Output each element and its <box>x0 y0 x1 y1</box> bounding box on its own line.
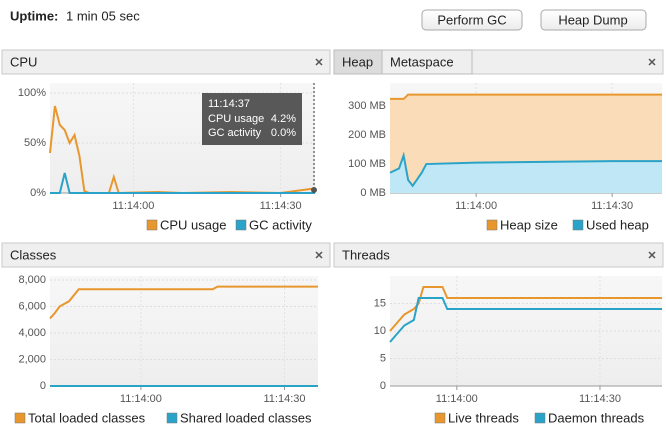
legend-label: GC activity <box>249 217 312 232</box>
legend-swatch <box>146 219 158 231</box>
legend-swatch <box>572 219 584 231</box>
tooltip-value: 4.2% <box>271 113 296 125</box>
legend-label: Daemon threads <box>548 410 645 425</box>
series-line <box>50 172 315 194</box>
y-tick-label: 0 <box>380 380 386 392</box>
y-tick-label: 0 MB <box>360 187 386 199</box>
x-tick-label: 11:14:00 <box>455 200 497 212</box>
tooltip-name: GC activity <box>208 127 262 139</box>
legend-swatch <box>14 412 26 424</box>
y-tick-label: 15 <box>374 297 386 309</box>
series-area <box>390 155 662 193</box>
tab[interactable] <box>381 49 473 75</box>
button-label[interactable]: Perform GC <box>437 12 506 27</box>
panel-header <box>1 49 331 75</box>
legend-swatch <box>486 219 498 231</box>
panel-header <box>333 242 664 268</box>
tab-label[interactable]: Heap <box>342 54 373 69</box>
y-tick-label: 2,000 <box>18 353 46 365</box>
tab[interactable] <box>333 49 383 75</box>
y-tick-label: 50% <box>24 137 46 149</box>
heap-dump-button[interactable]: Heap Dump <box>540 9 647 31</box>
x-tick-label: 11:14:30 <box>579 393 621 405</box>
series-line <box>390 93 662 100</box>
x-tick-label: 11:14:30 <box>591 200 633 212</box>
y-tick-label: 0 <box>40 380 46 392</box>
tab-label[interactable]: Metaspace <box>390 54 454 69</box>
series-line <box>389 151 662 188</box>
legend-swatch <box>166 412 178 424</box>
legend-label: Heap size <box>500 217 558 232</box>
tooltip-time: 11:14:37 <box>208 98 250 110</box>
y-tick-label: 8,000 <box>18 274 46 286</box>
tooltip-name: CPU usage <box>208 113 264 125</box>
legend-swatch <box>534 412 546 424</box>
perform-gc-button[interactable]: Perform GC <box>421 9 523 31</box>
close-icon[interactable] <box>315 251 323 259</box>
plot-area <box>50 276 318 386</box>
close-icon[interactable] <box>315 58 323 66</box>
legend-swatch <box>434 412 446 424</box>
series-line <box>389 297 662 343</box>
x-tick-label: 11:14:00 <box>436 393 478 405</box>
panel-title: Classes <box>10 247 57 262</box>
y-tick-label: 5 <box>380 352 386 364</box>
legend-label: Shared loaded classes <box>180 410 312 425</box>
y-tick-label: 10 <box>374 325 386 337</box>
y-tick-label: 100% <box>18 87 46 99</box>
x-tick-label: 11:14:00 <box>112 200 154 212</box>
tooltip-value: 0.0% <box>271 127 296 139</box>
legend-label: Live threads <box>448 410 519 425</box>
panel-header <box>1 242 331 268</box>
panel-title: CPU <box>10 54 37 69</box>
y-tick-label: 0% <box>30 187 46 199</box>
legend-label: Total loaded classes <box>28 410 146 425</box>
series-line <box>49 285 318 320</box>
y-tick-label: 100 MB <box>348 158 386 170</box>
legend-label: CPU usage <box>160 217 226 232</box>
x-tick-label: 11:14:30 <box>260 200 302 212</box>
close-icon[interactable] <box>648 58 656 66</box>
legend-swatch <box>235 219 247 231</box>
legend-label: Used heap <box>586 217 649 232</box>
y-tick-label: 6,000 <box>18 300 46 312</box>
tooltip-box <box>202 93 302 145</box>
y-tick-label: 300 MB <box>348 100 386 112</box>
close-icon[interactable] <box>648 251 656 259</box>
panel-title: Threads <box>342 247 390 262</box>
x-tick-label: 11:14:00 <box>120 393 162 405</box>
uptime-label: Uptime: <box>10 8 58 23</box>
uptime-value: 1 min 05 sec <box>66 8 140 23</box>
button-label[interactable]: Heap Dump <box>558 12 627 27</box>
x-tick-label: 11:14:30 <box>263 393 305 405</box>
y-tick-label: 200 MB <box>348 129 386 141</box>
y-tick-label: 4,000 <box>18 327 46 339</box>
cursor-dot <box>311 187 317 193</box>
